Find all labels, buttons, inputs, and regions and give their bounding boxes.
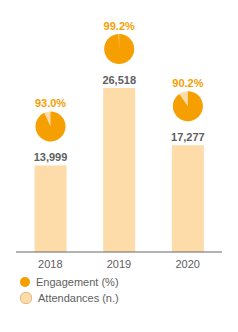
svg-text:2018: 2018	[38, 258, 62, 270]
svg-text:90.2%: 90.2%	[172, 77, 203, 89]
svg-text:26,518: 26,518	[102, 74, 136, 86]
svg-text:93.0%: 93.0%	[35, 97, 66, 109]
html-text:Engagement (%): Engagement (%)	[36, 276, 119, 288]
svg-text:13,999: 13,999	[34, 151, 68, 163]
svg-text:99.2%: 99.2%	[104, 20, 135, 32]
svg-text:2020: 2020	[175, 258, 199, 270]
svg-text:17,277: 17,277	[171, 131, 205, 143]
html-text:Attendances (n.): Attendances (n.)	[38, 292, 119, 304]
svg-text:2019: 2019	[107, 258, 131, 270]
